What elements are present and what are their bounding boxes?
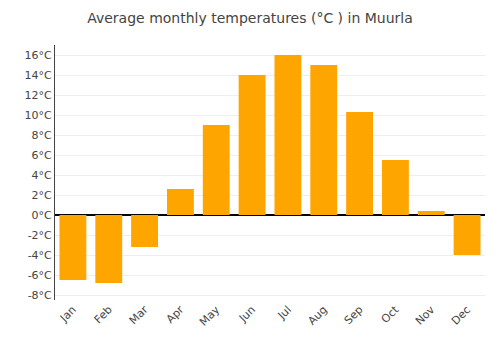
- svg-text:Mar: Mar: [127, 303, 151, 327]
- svg-text:6°C: 6°C: [32, 149, 52, 162]
- svg-text:-4°C: -4°C: [28, 249, 52, 262]
- svg-text:Sep: Sep: [342, 303, 366, 327]
- svg-text:-2°C: -2°C: [28, 229, 52, 242]
- svg-text:Apr: Apr: [164, 303, 187, 326]
- svg-text:Jul: Jul: [275, 303, 294, 322]
- svg-text:2°C: 2°C: [32, 189, 52, 202]
- svg-text:16°C: 16°C: [25, 49, 52, 62]
- svg-text:Oct: Oct: [379, 303, 402, 326]
- svg-text:May: May: [197, 303, 223, 329]
- svg-text:Dec: Dec: [449, 303, 473, 327]
- svg-text:10°C: 10°C: [25, 109, 52, 122]
- svg-text:4°C: 4°C: [32, 169, 52, 182]
- svg-text:Nov: Nov: [413, 303, 438, 328]
- svg-text:8°C: 8°C: [32, 129, 52, 142]
- svg-text:Jun: Jun: [236, 303, 258, 325]
- svg-text:-6°C: -6°C: [28, 269, 52, 282]
- svg-text:14°C: 14°C: [25, 69, 52, 82]
- svg-text:Jan: Jan: [57, 303, 79, 325]
- svg-text:0°C: 0°C: [32, 209, 52, 222]
- svg-text:Feb: Feb: [92, 303, 115, 326]
- svg-text:Average monthly temperatures (: Average monthly temperatures (°C ) in Mu…: [87, 10, 413, 26]
- svg-text:12°C: 12°C: [25, 89, 52, 102]
- svg-text:Aug: Aug: [305, 303, 329, 327]
- svg-text:-8°C: -8°C: [28, 289, 52, 302]
